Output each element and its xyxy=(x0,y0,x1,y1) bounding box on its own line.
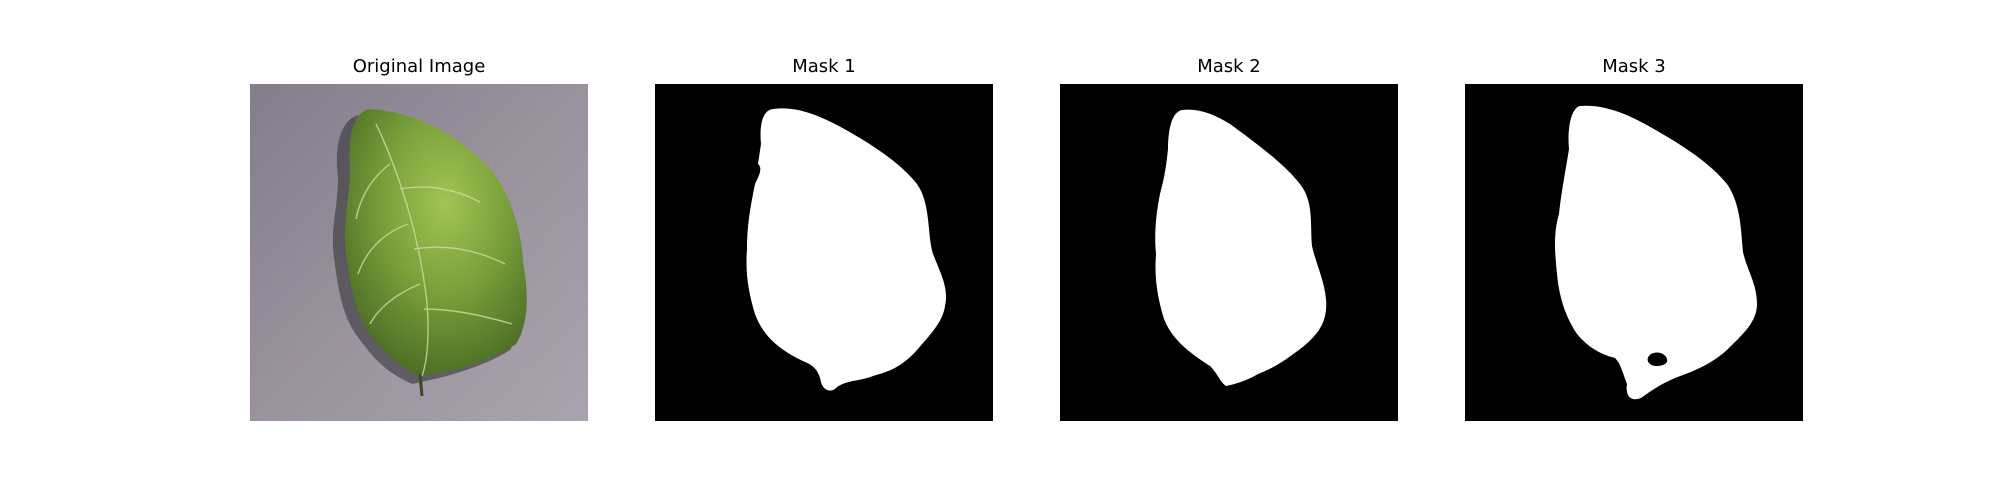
mask-1-image xyxy=(655,84,993,421)
leaf-photo xyxy=(250,84,588,421)
panel-mask-1: Mask 1 xyxy=(655,55,993,421)
panel-original-image: Original Image xyxy=(250,55,588,421)
panel-title: Mask 2 xyxy=(1197,56,1261,77)
mask-2-image xyxy=(1060,84,1398,421)
panel-mask-3: Mask 3 xyxy=(1465,55,1803,421)
panel-title: Original Image xyxy=(352,56,486,77)
leaf-body xyxy=(344,109,527,376)
leaf-stem xyxy=(418,373,424,397)
mask-region xyxy=(1155,109,1327,387)
mask-3-image xyxy=(1465,84,1803,421)
panel-title: Mask 1 xyxy=(792,56,856,77)
panel-mask-2: Mask 2 xyxy=(1060,55,1398,421)
mask-region xyxy=(746,108,947,391)
panel-title: Mask 3 xyxy=(1602,56,1666,77)
leaf-veins xyxy=(355,123,513,377)
mask-region xyxy=(1555,105,1757,400)
